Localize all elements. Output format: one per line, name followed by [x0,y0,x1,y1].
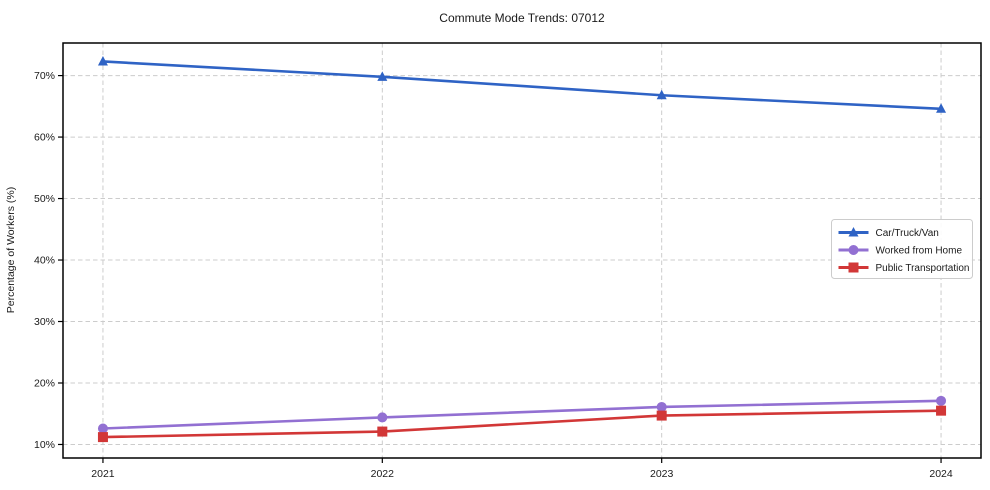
circle-marker [936,395,947,406]
series-line [101,60,943,111]
circle-marker [656,401,667,412]
series-car-truck-van [97,55,947,113]
series-public-transportation [97,405,947,443]
legend: Car/Truck/Van Worked from Home Public Tran… [831,219,973,279]
triangle-marker [656,89,667,100]
legend-entry: Car/Truck/Van [838,227,939,239]
legend-label: Car/Truck/Van [876,228,939,239]
y-axis-tick-label: 50% [34,193,55,205]
series-layer [97,55,947,443]
y-axis-tick-label: 70% [34,70,55,82]
legend-box [831,219,973,279]
triangle-marker [377,71,388,81]
plot-frame [62,42,982,459]
x-axis-tick-label: 2021 [91,468,115,480]
series-line [101,399,943,430]
circle-marker [377,412,388,423]
circle-marker [97,423,108,434]
series-worked-from-home [97,395,947,434]
legend-entry: Worked from Home [838,245,963,257]
y-axis-tick-label: 60% [34,132,55,144]
y-axis-tick-label: 20% [34,377,55,389]
y-axis-tick-label: 40% [34,255,55,267]
triangle-marker [848,227,859,237]
series-line [101,409,943,439]
x-axis-tick-label: 2024 [929,468,953,480]
square-marker [97,432,108,443]
square-marker [848,262,859,273]
x-axis-tick-label: 2022 [371,468,395,480]
square-marker [936,405,947,416]
legend-label: Public Transportation [876,263,970,274]
legend-label: Worked from Home [876,246,963,257]
y-axis-label: Percentage of Workers (%) [5,187,17,313]
triangle-marker [97,55,108,66]
circle-marker [848,245,859,255]
legend-entry: Public Transportation [838,262,970,274]
tick-layer: 10% 20% 30% 40% 50% 60% 70% 2021 2022 2023 2024 [34,70,953,480]
chart-title: Commute Mode Trends: 07012 [439,11,605,25]
x-axis-tick-label: 2023 [650,468,674,480]
y-axis-tick-label: 10% [34,439,55,451]
y-axis-tick-label: 30% [34,316,55,328]
square-marker [656,410,667,421]
triangle-marker [936,103,947,113]
square-marker [377,426,388,437]
